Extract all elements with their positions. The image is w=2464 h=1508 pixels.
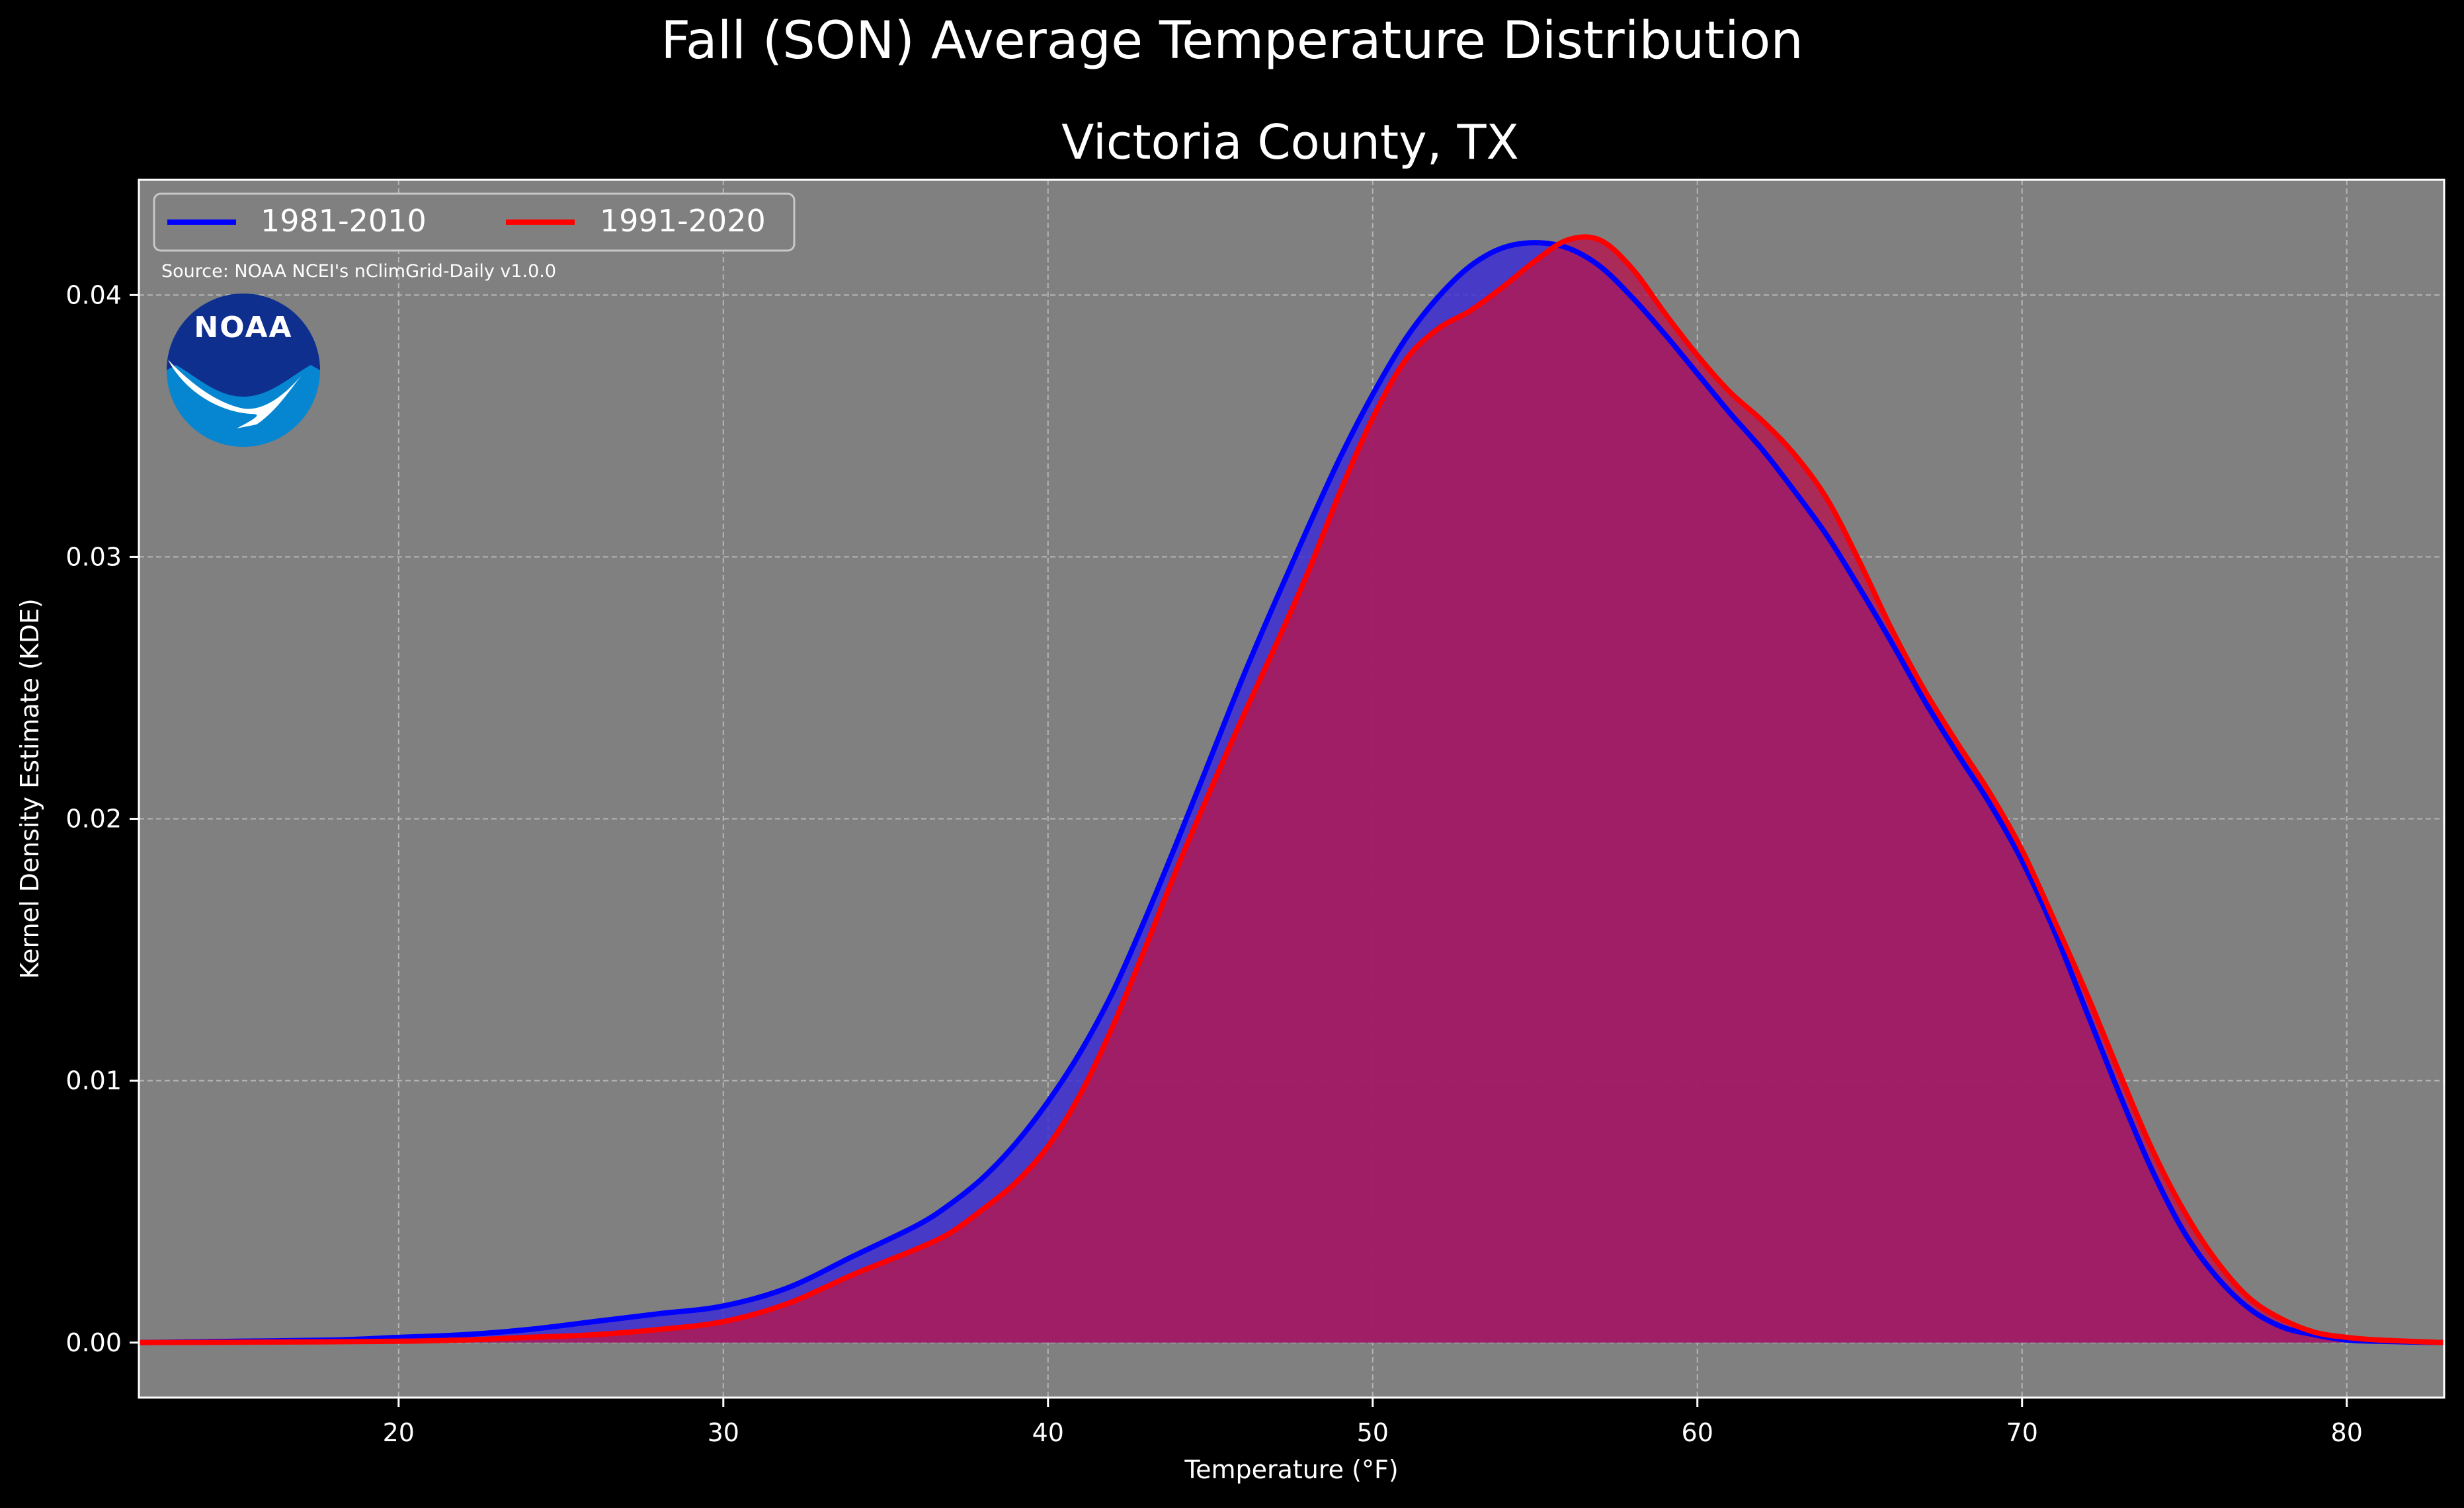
logo-gull-icon (168, 360, 302, 428)
x-axis-label: Temperature (°F) (1184, 1455, 1398, 1484)
x-tick-label-70: 70 (2006, 1418, 2038, 1447)
x-tick-label-30: 30 (708, 1418, 739, 1447)
legend: 1981-2010 1991-2020 (153, 192, 796, 252)
noaa-logo: NOAA (167, 294, 320, 447)
x-tick-label-50: 50 (1357, 1418, 1389, 1447)
series-layer (138, 234, 2445, 1345)
legend-label-1981-2010: 1981-2010 (261, 203, 427, 239)
x-tick-label-60: 60 (1682, 1418, 1713, 1447)
legend-box (153, 192, 796, 252)
source-note: Source: NOAA NCEI's nClimGrid-Daily v1.0… (161, 261, 556, 282)
y-tick-label-0: 0.00 (65, 1328, 122, 1357)
logo-upper-field (167, 294, 320, 397)
area-fill-1991-2020 (139, 237, 2444, 1343)
x-axis: 20 30 40 50 60 70 80 (383, 1398, 2363, 1447)
y-tick-label-1: 0.01 (65, 1066, 122, 1095)
y-tick-label-4: 0.04 (65, 280, 122, 309)
chart-subtitle: Victoria County, TX (1061, 114, 1519, 170)
x-tick-label-40: 40 (1032, 1418, 1064, 1447)
logo-text: NOAA (194, 311, 292, 344)
plot-frame (138, 179, 2445, 1399)
y-axis: 0.00 0.01 0.02 0.03 0.04 (65, 280, 139, 1357)
y-tick-label-3: 0.03 (65, 542, 122, 571)
x-tick-label-80: 80 (2331, 1418, 2363, 1447)
x-tick-label-20: 20 (383, 1418, 415, 1447)
series-line-1991-2020 (138, 234, 2445, 1345)
legend-label-1991-2020: 1991-2020 (600, 203, 766, 239)
chart-title: Fall (SON) Average Temperature Distribut… (661, 11, 1803, 71)
series-line-1981-2010 (138, 240, 2445, 1345)
y-axis-label: Kernel Density Estimate (KDE) (15, 598, 44, 979)
y-tick-label-2: 0.02 (65, 805, 122, 834)
